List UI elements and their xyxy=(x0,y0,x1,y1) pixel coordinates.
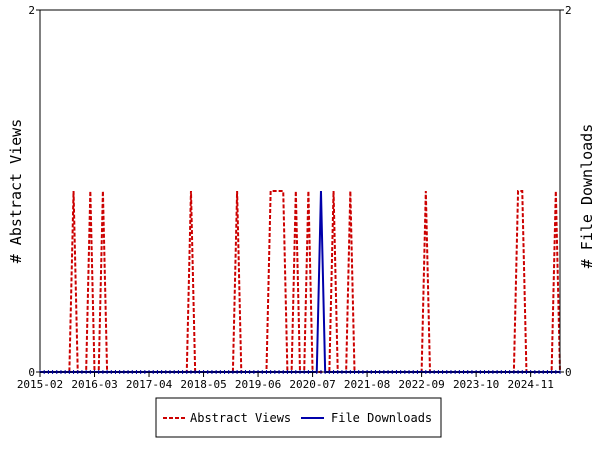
legend-label-abstract-views: Abstract Views xyxy=(190,411,291,425)
x-tick-label: 2023-10 xyxy=(453,378,499,391)
x-tick-label: 2022-09 xyxy=(398,378,444,391)
y-axis-left-title: # Abstract Views xyxy=(7,119,25,264)
x-tick-label: 2015-02 xyxy=(17,378,63,391)
x-tick-label: 2019-06 xyxy=(235,378,281,391)
legend: Abstract Views File Downloads xyxy=(155,397,442,438)
y-right-tick-label: 0 xyxy=(565,366,572,379)
x-tick-label: 2021-08 xyxy=(344,378,390,391)
y-axis-right-title: # File Downloads xyxy=(578,124,596,269)
axes: 2015-02 2016-03 2017-04 2018-05 2019-06 2020-… xyxy=(17,4,572,391)
y-left-tick-label: 2 xyxy=(28,4,35,17)
legend-label-file-downloads: File Downloads xyxy=(331,411,432,425)
legend-box xyxy=(155,397,442,438)
y-right-tick-label: 2 xyxy=(565,4,572,17)
x-tick-label: 2024-11 xyxy=(507,378,553,391)
x-tick-label: 2018-05 xyxy=(180,378,226,391)
x-tick-label: 2020-07 xyxy=(289,378,335,391)
x-tick-label: 2017-04 xyxy=(126,378,173,391)
y-left-tick-label: 0 xyxy=(28,366,35,379)
x-tick-label: 2016-03 xyxy=(71,378,117,391)
